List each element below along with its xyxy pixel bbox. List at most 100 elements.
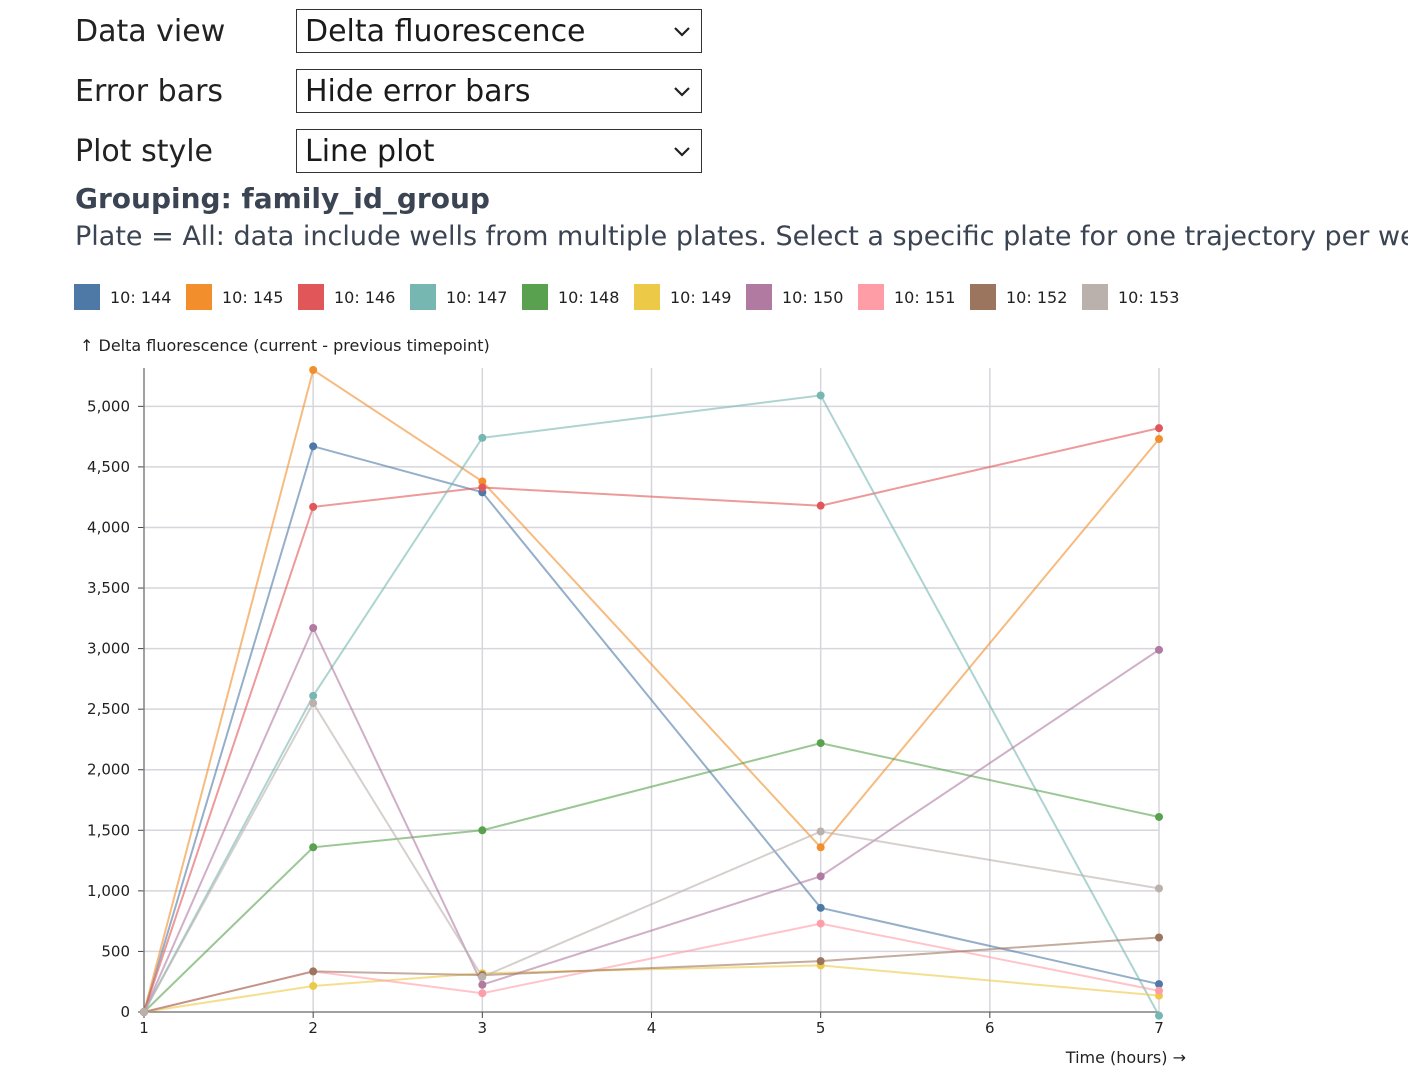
legend-swatch xyxy=(522,284,548,310)
legend-item: 10: 147 xyxy=(410,284,522,310)
data-view-value: Delta fluorescence xyxy=(305,13,586,49)
data-point xyxy=(1155,424,1163,433)
data-point xyxy=(1155,933,1163,942)
legend-item: 10: 153 xyxy=(1082,284,1194,310)
legend-swatch xyxy=(970,284,996,310)
legend-label: 10: 151 xyxy=(894,287,956,307)
legend-item: 10: 150 xyxy=(746,284,858,310)
legend-label: 10: 144 xyxy=(110,287,172,307)
data-point xyxy=(816,739,825,748)
legend-label: 10: 152 xyxy=(1006,287,1068,307)
data-view-select[interactable]: Delta fluorescence xyxy=(296,9,702,53)
data-point xyxy=(1155,884,1163,893)
data-point xyxy=(140,1008,148,1016)
data-point xyxy=(816,827,825,836)
y-tick-label: 5,000 xyxy=(87,397,130,415)
legend-label: 10: 145 xyxy=(222,287,284,307)
x-tick-label: 2 xyxy=(308,1019,318,1037)
legend-label: 10: 146 xyxy=(334,287,396,307)
legend-label: 10: 149 xyxy=(670,287,732,307)
legend-label: 10: 153 xyxy=(1118,287,1180,307)
data-point xyxy=(1155,812,1163,821)
legend-label: 10: 147 xyxy=(446,287,508,307)
data-point xyxy=(1155,980,1163,989)
legend-label: 10: 148 xyxy=(558,287,620,307)
data-point xyxy=(816,903,825,912)
data-point xyxy=(1155,986,1163,995)
error-bars-value: Hide error bars xyxy=(305,73,531,109)
x-tick-label: 6 xyxy=(985,1019,995,1037)
data-point xyxy=(478,980,487,989)
y-tick-label: 1,500 xyxy=(87,821,130,839)
data-point xyxy=(1155,435,1163,444)
legend-item: 10: 149 xyxy=(634,284,746,310)
y-tick-label: 2,500 xyxy=(87,700,130,718)
data-point xyxy=(1155,1011,1163,1020)
legend-item: 10: 144 xyxy=(74,284,186,310)
data-point xyxy=(309,624,318,633)
data-point xyxy=(309,442,318,451)
x-tick-label: 1 xyxy=(139,1019,149,1037)
data-point xyxy=(478,826,487,835)
legend-swatch xyxy=(858,284,884,310)
x-axis-title: Time (hours) → xyxy=(1065,1048,1186,1067)
chevron-down-icon xyxy=(674,27,690,37)
legend-swatch xyxy=(186,284,212,310)
y-tick-label: 3,000 xyxy=(87,640,130,658)
data-point xyxy=(1155,645,1163,654)
y-tick-label: 0 xyxy=(120,1003,130,1021)
legend-swatch xyxy=(298,284,324,310)
chevron-down-icon xyxy=(674,147,690,157)
legend-label: 10: 150 xyxy=(782,287,844,307)
legend-item: 10: 148 xyxy=(522,284,634,310)
line-chart: 0 500 1,000 1,500 2,000 2,500 3,000 3,500 4,000 4… xyxy=(80,336,1186,1067)
legend-swatch xyxy=(746,284,772,310)
data-point xyxy=(478,477,487,486)
data-point xyxy=(816,391,825,400)
y-tick-label: 1,000 xyxy=(87,882,130,900)
error-bars-select[interactable]: Hide error bars xyxy=(296,69,702,113)
data-point xyxy=(309,691,318,700)
legend-item: 10: 152 xyxy=(970,284,1082,310)
plot-style-value: Line plot xyxy=(305,133,435,169)
data-point xyxy=(309,967,318,976)
y-tick-label: 2,000 xyxy=(87,761,130,779)
legend-item: 10: 151 xyxy=(858,284,970,310)
plot-style-label: Plot style xyxy=(75,133,214,169)
chevron-down-icon xyxy=(674,87,690,97)
x-tick-label: 3 xyxy=(478,1019,488,1037)
y-tick-label: 4,000 xyxy=(87,518,130,536)
data-point xyxy=(309,843,318,852)
data-point xyxy=(478,989,487,998)
data-point xyxy=(816,501,825,510)
data-point xyxy=(478,972,487,981)
data-point xyxy=(309,699,318,708)
data-view-label: Data view xyxy=(75,13,226,49)
data-view-row: Data view Delta fluorescence xyxy=(75,8,702,54)
y-axis-title: ↑ Delta fluorescence (current - previous… xyxy=(80,336,490,355)
data-point xyxy=(309,366,318,374)
x-tick-label: 4 xyxy=(647,1019,657,1037)
error-bars-row: Error bars Hide error bars xyxy=(75,68,702,114)
y-tick-label: 3,500 xyxy=(87,579,130,597)
legend-item: 10: 146 xyxy=(298,284,410,310)
data-point xyxy=(309,981,318,990)
legend-item: 10: 145 xyxy=(186,284,298,310)
x-tick-label: 5 xyxy=(816,1019,826,1037)
grouping-heading: Grouping: family_id_group xyxy=(75,182,490,215)
chart-legend: 10: 144 10: 145 10: 146 10: 147 10: 148 10: 1… xyxy=(74,284,1194,310)
data-point xyxy=(816,843,825,852)
legend-swatch xyxy=(634,284,660,310)
data-point xyxy=(816,957,825,966)
legend-swatch xyxy=(1082,284,1108,310)
error-bars-label: Error bars xyxy=(75,73,224,109)
y-tick-label: 500 xyxy=(101,942,130,960)
plot-style-select[interactable]: Line plot xyxy=(296,129,702,173)
data-point xyxy=(478,483,487,492)
data-point xyxy=(309,502,318,511)
plate-note: Plate = All: data include wells from mul… xyxy=(75,221,1408,252)
x-tick-label: 7 xyxy=(1154,1019,1164,1037)
plot-style-row: Plot style Line plot xyxy=(75,128,702,174)
legend-swatch xyxy=(74,284,100,310)
y-tick-label: 4,500 xyxy=(87,458,130,476)
